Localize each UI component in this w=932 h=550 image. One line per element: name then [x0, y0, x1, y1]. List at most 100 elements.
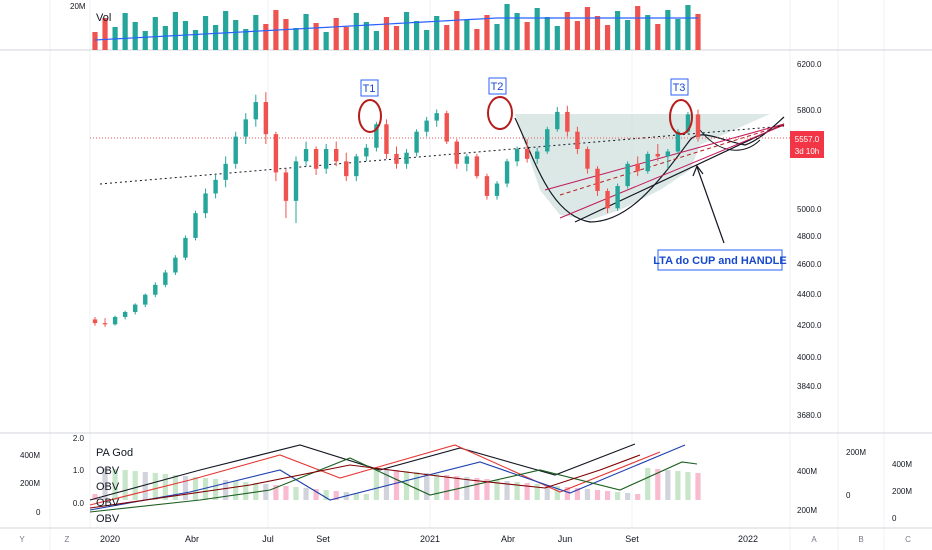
indicator-bar — [233, 481, 239, 500]
volume-label: Vol — [96, 12, 111, 24]
indicator-bar — [604, 491, 611, 500]
right-tick-1: 400M — [797, 467, 817, 476]
candle — [334, 141, 339, 167]
corner-letters: Y Z A B C — [19, 535, 911, 544]
indicator-bar — [414, 472, 420, 500]
countdown-value: 3d 10h — [795, 147, 819, 156]
volume-bar — [263, 24, 269, 50]
indicator-bar — [142, 472, 148, 500]
candle — [173, 255, 178, 275]
volume-bar — [343, 27, 349, 50]
candle — [183, 235, 188, 261]
volume-bar — [494, 24, 500, 50]
candle — [122, 310, 128, 320]
indicator-bar — [323, 490, 329, 500]
volume-bar — [554, 26, 560, 50]
indicator-bar — [223, 480, 229, 500]
indicator-bar — [464, 477, 470, 500]
indicator-bar — [333, 491, 339, 500]
price-tick-label: 5000.0 — [797, 205, 822, 214]
volume-bars — [92, 4, 701, 50]
col-c-tick-2: 200M — [892, 487, 912, 496]
volume-ma-line — [94, 17, 698, 41]
volume-bar — [333, 18, 339, 50]
candle — [354, 153, 359, 182]
candle — [645, 151, 650, 174]
current-price-value: 5557.0 — [795, 135, 820, 144]
volume-bar — [675, 19, 681, 50]
volume-bar — [223, 11, 229, 50]
candle — [193, 210, 198, 241]
candle — [524, 139, 530, 163]
indicator-left-tick-1: 2.0 — [73, 434, 85, 443]
indicator-bar — [454, 476, 460, 500]
candle — [283, 168, 289, 219]
indicator-bar — [152, 473, 158, 500]
indicator-bar — [424, 473, 430, 500]
pattern-box-label: LTA do CUP and HANDLE — [653, 255, 786, 267]
corner-letter-c: C — [905, 535, 911, 544]
pane-separators — [0, 49, 932, 529]
candle — [344, 152, 349, 182]
candle — [434, 109, 439, 127]
candle — [535, 147, 540, 164]
candle — [444, 110, 449, 145]
candle — [223, 156, 228, 188]
trend-line-red-1 — [544, 123, 785, 191]
col-c-tick-3: 0 — [892, 514, 897, 523]
candle — [313, 146, 319, 175]
gridlines — [49, 0, 885, 550]
volume-bar — [403, 12, 410, 50]
current-price-tag — [790, 131, 824, 158]
candle — [424, 116, 429, 137]
volume-bar — [152, 17, 158, 50]
volume-bar — [293, 28, 299, 50]
indicator-bar — [182, 476, 189, 500]
indicator-bar — [544, 485, 550, 500]
indicator-bar — [373, 468, 379, 500]
candle — [565, 105, 570, 137]
indicator-bar — [353, 493, 359, 500]
volume-bar — [514, 13, 520, 50]
corner-letter-y: Y — [19, 535, 25, 544]
candle — [665, 148, 671, 169]
candle — [514, 146, 520, 167]
candle — [133, 303, 138, 315]
t1-label: T1 — [363, 83, 376, 95]
indicator-bar — [615, 492, 621, 500]
indicator-bar — [283, 486, 289, 500]
price-tick-label: 4000.0 — [797, 353, 822, 362]
candle — [273, 131, 279, 182]
indicator-bar — [403, 471, 410, 500]
volume-bar — [594, 16, 601, 50]
indicator-bar — [665, 470, 671, 500]
indicator-bar — [574, 488, 580, 500]
volume-bar — [132, 22, 138, 50]
indicator-bar — [363, 494, 369, 500]
candle — [484, 173, 490, 200]
price-tick-label: 3680.0 — [797, 411, 822, 420]
candle — [635, 156, 640, 177]
candlestick-series — [92, 92, 701, 327]
candle — [555, 106, 560, 132]
volume-bar — [604, 25, 611, 50]
indicator-bar — [243, 482, 249, 500]
candle — [203, 188, 208, 219]
volume-bar — [102, 18, 108, 50]
volume-bar — [544, 17, 550, 50]
time-label-jun: Jun — [558, 534, 573, 544]
cup-shading — [515, 114, 770, 220]
volume-bar — [323, 32, 329, 50]
indicator-bar — [474, 478, 480, 500]
volume-bar — [213, 25, 219, 50]
volume-bar — [645, 15, 651, 50]
time-label-set-2020: Set — [316, 534, 330, 544]
indicator-bar — [303, 488, 309, 500]
candle — [293, 156, 299, 224]
indicator-bar — [162, 474, 168, 500]
volume-bar — [444, 25, 450, 50]
volume-bar — [142, 31, 148, 50]
indicator-bar — [675, 471, 681, 500]
time-label-abr-2020: Abr — [185, 534, 199, 544]
